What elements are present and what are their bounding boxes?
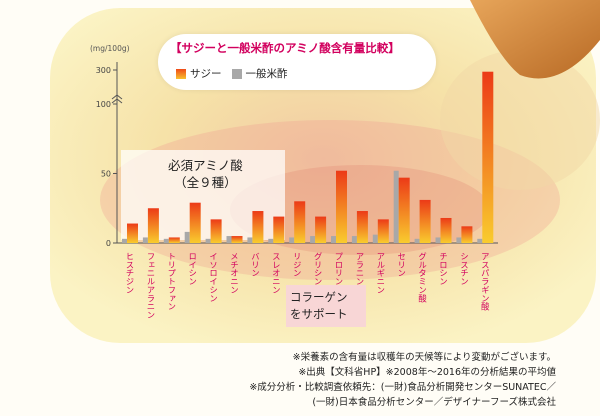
legend: サジー 一般米酢 xyxy=(176,66,288,81)
bar-rice-vinegar xyxy=(456,237,462,243)
category-label: プロリン xyxy=(334,252,344,286)
bar-rice-vinegar xyxy=(184,231,190,243)
category-label: バリン xyxy=(250,252,260,277)
category-label: トリプトファン xyxy=(167,252,177,311)
axis-break-mark xyxy=(111,94,123,100)
bar-rice-vinegar xyxy=(247,237,253,243)
y-tick-label: 0 xyxy=(106,239,111,248)
bar-sea-buckthorn xyxy=(147,208,159,243)
category-label: アラニン xyxy=(355,252,365,286)
y-axis-unit: (mg/100g) xyxy=(90,44,130,53)
essential-amino-acids-label: 必須アミノ酸 （全９種） xyxy=(168,157,243,191)
collagen-label-line2: をサポート xyxy=(290,307,348,321)
bar-rice-vinegar xyxy=(331,236,336,243)
legend-label-sea-buckthorn: サジー xyxy=(190,68,222,80)
category-label: ロイシン xyxy=(188,252,198,286)
bar-rice-vinegar xyxy=(268,238,274,243)
bar-sea-buckthorn xyxy=(189,202,201,243)
category-label: スレオニン xyxy=(271,252,281,294)
footnote-4: (一財)日本食品分析センター／デザイナーフーズ株式会社 xyxy=(312,397,556,408)
essential-label-line1: 必須アミノ酸 xyxy=(168,158,243,173)
essential-label-line2: （全９種） xyxy=(174,175,237,190)
bar-sea-buckthorn xyxy=(336,170,347,243)
bar-sea-buckthorn xyxy=(273,216,285,243)
category-label: リジン xyxy=(292,252,302,277)
bar-sea-buckthorn xyxy=(294,201,306,243)
category-label: ヒスチジン xyxy=(125,252,135,294)
axis-break-mark xyxy=(111,98,123,104)
chart-title: 【サジーと一般米酢のアミノ酸含有量比較】 xyxy=(170,41,400,55)
bar-sea-buckthorn xyxy=(231,236,243,243)
bar-sea-buckthorn xyxy=(356,211,368,243)
bar-sea-buckthorn xyxy=(377,219,389,243)
bar-rice-vinegar xyxy=(289,237,295,243)
footnote-1: ※栄養素の含有量は収穫年の天候等により変動がございます。 xyxy=(292,352,556,363)
bar-sea-buckthorn xyxy=(252,211,264,243)
y-tick-label: 300 xyxy=(96,66,111,75)
bar-rice-vinegar xyxy=(310,236,316,243)
bar-sea-buckthorn xyxy=(440,217,452,243)
bar-rice-vinegar xyxy=(142,237,148,243)
footnote-2: ※出典【文科省HP】※2008年〜2016年の分析結果の平均値 xyxy=(298,367,556,378)
bar-rice-vinegar xyxy=(435,237,441,243)
category-label: フェニルアラニン xyxy=(146,252,156,319)
category-label: グリシン xyxy=(313,252,323,286)
collagen-box xyxy=(286,285,366,327)
footnote-3: ※成分分析・比較調査依頼先：(一財)食品分析開発センターSUNATEC／ xyxy=(249,382,556,393)
category-label: グルタミン酸 xyxy=(418,252,428,303)
bar-rice-vinegar xyxy=(372,234,378,243)
category-label: アルギニン xyxy=(376,252,386,294)
legend-label-rice-vinegar: 一般米酢 xyxy=(245,68,288,80)
bar-rice-vinegar xyxy=(122,238,127,243)
bar-rice-vinegar xyxy=(205,238,211,243)
bar-sea-buckthorn xyxy=(315,216,327,243)
bar-rice-vinegar xyxy=(163,238,169,243)
bar-sea-buckthorn xyxy=(461,226,473,243)
bar-sea-buckthorn xyxy=(482,71,494,243)
bar-sea-buckthorn xyxy=(398,177,410,243)
bar-sea-buckthorn xyxy=(419,199,431,243)
category-label: チロシン xyxy=(439,252,449,286)
footnotes: ※栄養素の含有量は収穫年の天候等により変動がございます。 ※出典【文科省HP】※… xyxy=(176,350,556,410)
bar-sea-buckthorn xyxy=(210,219,222,243)
category-label: セリン xyxy=(397,252,407,277)
bar-rice-vinegar xyxy=(226,236,232,243)
bar-rice-vinegar xyxy=(414,238,420,243)
y-tick-label: 50 xyxy=(101,170,111,179)
legend-swatch-sea-buckthorn xyxy=(176,68,186,79)
bar-sea-buckthorn xyxy=(168,237,180,243)
bar-rice-vinegar xyxy=(351,236,357,243)
category-label: イソロイシン xyxy=(209,252,219,302)
y-tick-label: 100 xyxy=(96,100,111,109)
legend-swatch-rice-vinegar xyxy=(231,68,242,79)
bar-rice-vinegar xyxy=(477,238,483,243)
title-bubble xyxy=(158,34,436,90)
category-label: アスパラギン酸 xyxy=(480,252,490,312)
bar-rice-vinegar xyxy=(393,170,399,243)
category-label: メチオニン xyxy=(230,252,240,294)
category-label: シスチン xyxy=(459,252,469,286)
bar-sea-buckthorn xyxy=(127,223,138,243)
collagen-label: コラーゲン をサポート xyxy=(290,289,348,323)
collagen-label-line1: コラーゲン xyxy=(290,290,348,304)
